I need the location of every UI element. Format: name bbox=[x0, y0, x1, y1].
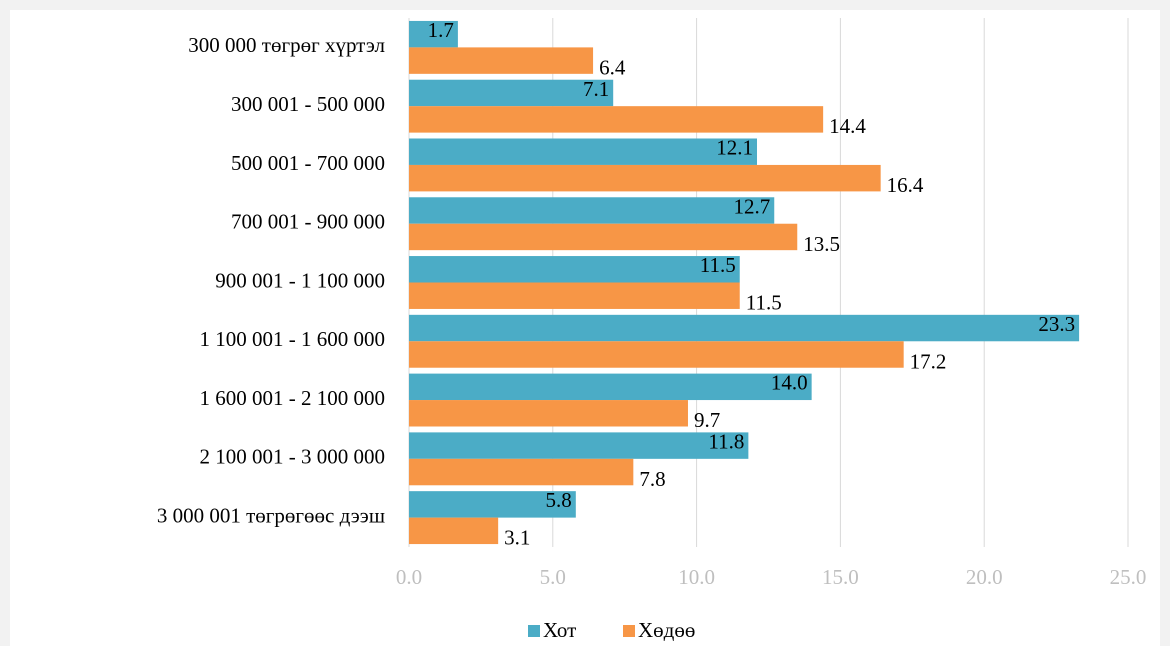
bar bbox=[409, 517, 499, 545]
bar bbox=[409, 432, 749, 459]
y-tick-label: 3 000 001 төгрөгөөс дээш bbox=[157, 503, 385, 527]
x-tick-label: 20.0 bbox=[966, 565, 1003, 589]
y-tick-label: 2 100 001 - 3 000 000 bbox=[200, 445, 386, 469]
bar bbox=[409, 341, 904, 368]
y-tick-label: 500 001 - 700 000 bbox=[231, 151, 385, 175]
bar bbox=[409, 491, 576, 518]
value-label: 3.1 bbox=[504, 526, 530, 550]
x-tick-label: 25.0 bbox=[1110, 565, 1147, 589]
value-label: 1.7 bbox=[428, 18, 454, 42]
value-label: 12.1 bbox=[716, 136, 753, 160]
value-label: 9.7 bbox=[694, 408, 720, 432]
value-label: 17.2 bbox=[910, 349, 947, 373]
value-label: 6.4 bbox=[599, 55, 626, 79]
bar bbox=[409, 223, 798, 251]
y-tick-label: 300 001 - 500 000 bbox=[231, 92, 385, 116]
x-tick-label: 10.0 bbox=[678, 565, 715, 589]
y-tick-label: 1 600 001 - 2 100 000 bbox=[200, 386, 386, 410]
value-label: 7.1 bbox=[583, 77, 609, 101]
legend-label: Хөдөө bbox=[638, 618, 695, 642]
y-tick-label: 1 100 001 - 1 600 000 bbox=[200, 327, 386, 351]
bar bbox=[409, 79, 614, 107]
bar bbox=[409, 282, 740, 309]
bar bbox=[409, 20, 458, 48]
value-label: 12.7 bbox=[734, 194, 771, 218]
bar bbox=[409, 373, 812, 401]
value-label: 7.8 bbox=[639, 467, 665, 491]
bar bbox=[409, 138, 757, 165]
y-tick-label: 300 000 төгрөг хүртэл bbox=[188, 33, 385, 57]
value-label: 13.5 bbox=[803, 232, 840, 256]
bar bbox=[409, 256, 740, 283]
bar bbox=[409, 47, 594, 74]
y-tick-label: 900 001 - 1 100 000 bbox=[215, 268, 385, 292]
bar bbox=[409, 197, 775, 224]
value-label: 16.4 bbox=[887, 173, 924, 197]
value-label: 5.8 bbox=[546, 488, 572, 512]
value-label: 14.0 bbox=[771, 371, 808, 395]
value-label: 23.3 bbox=[1038, 312, 1075, 336]
legend-label: Хот bbox=[543, 618, 576, 642]
value-label: 11.5 bbox=[700, 253, 736, 277]
value-label: 14.4 bbox=[829, 114, 866, 138]
legend-swatch bbox=[528, 625, 540, 637]
bar bbox=[409, 164, 881, 192]
x-tick-label: 15.0 bbox=[822, 565, 859, 589]
bar bbox=[409, 314, 1080, 342]
legend-swatch bbox=[623, 625, 635, 637]
x-tick-label: 5.0 bbox=[540, 565, 566, 589]
bar bbox=[409, 458, 634, 486]
y-tick-label: 700 001 - 900 000 bbox=[231, 210, 385, 234]
x-tick-label: 0.0 bbox=[396, 565, 422, 589]
value-label: 11.5 bbox=[746, 291, 782, 315]
value-label: 11.8 bbox=[708, 429, 744, 453]
bar bbox=[409, 400, 688, 427]
bar bbox=[409, 106, 824, 133]
